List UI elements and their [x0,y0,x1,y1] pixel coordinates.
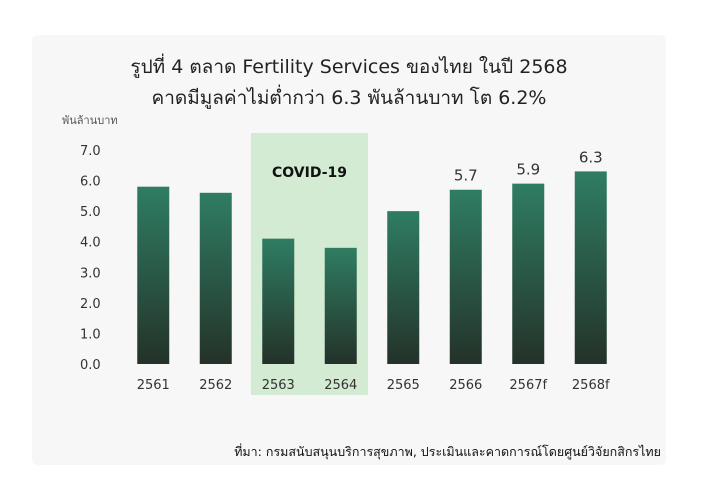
y-tick-label: 7.0 [80,144,101,159]
y-tick-label: 0.0 [80,358,101,373]
chart-title-line1: รูปที่ 4 ตลาด Fertility Services ของไทย … [130,56,568,78]
covid-highlight-label: COVID-19 [272,165,347,181]
y-tick-label: 4.0 [80,236,101,251]
y-tick-label: 3.0 [80,266,101,281]
bar-2562 [199,192,232,364]
data-label-2567f: 5.9 [516,161,540,179]
data-label-2568f: 6.3 [579,148,603,166]
x-tick-label: 2563 [262,378,295,393]
bar-2561 [137,186,170,364]
x-tick-label: 2564 [324,378,357,393]
x-tick-label: 2568f [572,378,610,393]
x-tick-label: 2567f [509,378,547,393]
y-tick-label: 5.0 [80,205,101,220]
x-tick-label: 2562 [199,378,232,393]
chart-title-line2: คาดมีมูลค่าไม่ต่ำกว่า 6.3 พันล้านบาท โต … [151,87,547,109]
source-note: ที่มา: กรมสนับสนุนบริการสุขภาพ, ประเมินแ… [234,444,661,459]
bar-2566 [449,189,482,364]
x-tick-label: 2565 [387,378,420,393]
x-tick-label: 2566 [449,378,482,393]
bar-2563 [262,238,295,364]
bar-2567f [512,183,545,364]
data-label-2566: 5.7 [454,167,478,185]
y-tick-label: 6.0 [80,175,101,190]
y-tick-label: 2.0 [80,297,101,312]
x-tick-label: 2561 [137,378,170,393]
bar-2565 [387,211,420,364]
bar-2564 [324,247,357,364]
bar-2568f [574,171,607,364]
y-axis-unit-label: พันล้านบาท [62,114,118,127]
y-tick-label: 1.0 [80,327,101,342]
